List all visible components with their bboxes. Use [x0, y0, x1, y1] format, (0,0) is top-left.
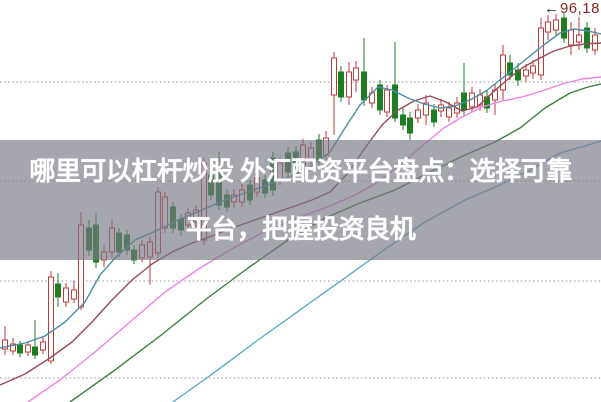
candle-body	[576, 34, 582, 43]
candle-body	[384, 89, 390, 113]
candle-body	[561, 17, 567, 39]
candle-body	[361, 71, 367, 101]
candle-body	[592, 34, 598, 51]
candle-body	[377, 84, 383, 111]
candle-body	[407, 117, 413, 134]
candle-body	[2, 339, 8, 350]
candle-body	[293, 151, 299, 169]
candle-body	[300, 144, 306, 166]
candle-body	[553, 19, 559, 31]
candle-body	[216, 164, 222, 206]
candle-body	[32, 346, 38, 356]
candle-body	[10, 343, 16, 352]
ma-1-teal	[0, 28, 601, 349]
candle-body	[538, 27, 544, 76]
candle-body	[523, 69, 529, 77]
candle-body	[63, 287, 69, 303]
candle-body	[155, 191, 161, 254]
candle-body	[323, 137, 329, 156]
candle-body	[170, 206, 176, 229]
candle-body	[55, 283, 61, 298]
candle-body	[208, 174, 214, 196]
candle-body	[101, 251, 107, 261]
candle-body	[109, 227, 115, 253]
candle-body	[48, 276, 54, 362]
candle-body	[162, 196, 168, 229]
candle-body	[147, 241, 153, 258]
candle-body	[353, 67, 359, 81]
candle-body	[285, 152, 291, 173]
candle-body	[131, 249, 137, 261]
candle-body	[224, 194, 230, 208]
candle-body	[93, 224, 99, 263]
candle-body	[584, 27, 590, 49]
candle-body	[270, 157, 276, 191]
candle-body	[178, 218, 184, 231]
candle-body	[530, 65, 536, 74]
candle-body	[277, 162, 283, 181]
candle-body	[400, 114, 406, 126]
candle-body	[568, 29, 574, 46]
candle-body	[446, 107, 452, 118]
candle-body	[25, 344, 31, 353]
candle-body	[17, 344, 23, 354]
candle-body	[431, 109, 437, 123]
candle-body	[423, 102, 429, 116]
candle-body	[346, 71, 352, 98]
candle-body	[507, 62, 513, 76]
ma-2-maroon	[0, 42, 601, 386]
candle-body	[308, 147, 314, 161]
ma-5-lightblue	[172, 140, 601, 402]
candle-body	[415, 109, 421, 119]
candle-body	[331, 57, 337, 96]
candle-body	[338, 71, 344, 98]
candle-body	[515, 69, 521, 81]
candle-body	[201, 162, 207, 241]
candle-body	[71, 289, 77, 300]
candle-body	[139, 244, 145, 259]
candle-body	[316, 139, 322, 161]
candle-body	[392, 84, 398, 119]
candle-body	[500, 54, 506, 91]
candle-body	[545, 21, 551, 33]
candle-body	[239, 189, 245, 203]
candle-body	[86, 227, 92, 251]
candle-body	[40, 341, 46, 351]
candle-body	[78, 224, 84, 308]
candle-body	[116, 232, 122, 253]
